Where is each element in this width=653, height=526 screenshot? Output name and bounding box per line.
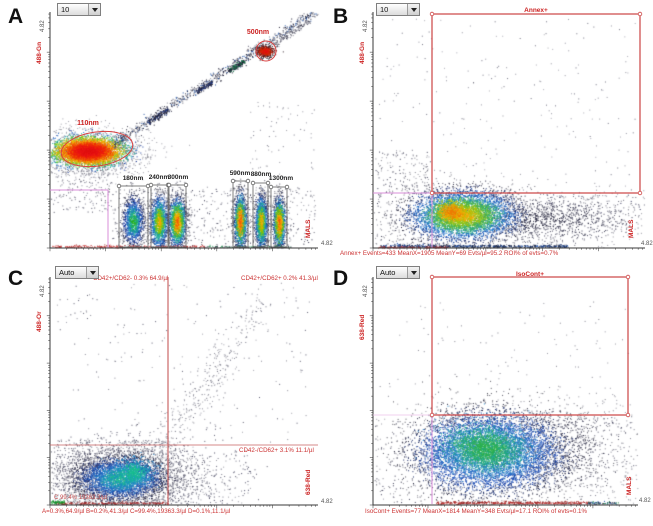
gate-240nm[interactable] xyxy=(150,184,169,248)
gate-880nm-handle[interactable] xyxy=(250,180,256,186)
gate-300nm-handle[interactable] xyxy=(166,182,172,188)
chevron-down-icon[interactable] xyxy=(407,4,419,15)
gate-isocont-positive-handle[interactable] xyxy=(429,412,435,418)
gate-1300nm-handle[interactable] xyxy=(284,184,290,190)
scale-dropdown-value: 10 xyxy=(380,5,389,14)
panel-b-axes xyxy=(372,12,645,249)
scale-dropdown-value: 10 xyxy=(61,5,70,14)
gate-880nm[interactable] xyxy=(252,182,269,248)
gate-500nm-circle[interactable] xyxy=(255,40,277,62)
chevron-down-icon[interactable] xyxy=(407,267,419,278)
chevron-down-icon[interactable] xyxy=(86,267,98,278)
gate-180nm[interactable] xyxy=(118,185,149,248)
gate-annex-positive-handle[interactable] xyxy=(429,190,435,196)
gate-1300nm[interactable] xyxy=(270,186,288,248)
scale-dropdown-c[interactable]: Auto xyxy=(55,266,99,279)
panel-a-axes xyxy=(49,12,318,249)
scale-dropdown-a[interactable]: 10 xyxy=(57,3,101,16)
gate-300nm-handle[interactable] xyxy=(183,182,189,188)
gate-240nm-handle[interactable] xyxy=(148,182,154,188)
panel-d-axes xyxy=(372,277,638,506)
scale-dropdown-value: Auto xyxy=(380,268,396,277)
gate-880nm-handle[interactable] xyxy=(265,180,271,186)
gate-300nm[interactable] xyxy=(168,184,187,248)
scale-dropdown-b[interactable]: 10 xyxy=(376,3,420,16)
gate-isocont-positive[interactable] xyxy=(431,276,629,416)
gate-110nm-ellipse[interactable] xyxy=(59,127,135,171)
gate-1300nm-handle[interactable] xyxy=(268,184,274,190)
gate-annex-positive[interactable] xyxy=(431,13,641,194)
scale-dropdown-value: Auto xyxy=(59,268,75,277)
gate-isocont-positive-handle[interactable] xyxy=(625,274,631,280)
gate-isocont-positive-handle[interactable] xyxy=(625,412,631,418)
scale-dropdown-d[interactable]: Auto xyxy=(376,266,420,279)
gate-590nm-handle[interactable] xyxy=(230,178,236,184)
gate-annex-positive-handle[interactable] xyxy=(637,190,643,196)
gate-annex-positive-handle[interactable] xyxy=(637,11,643,17)
gate-annex-positive-handle[interactable] xyxy=(429,11,435,17)
gate-180nm-handle[interactable] xyxy=(116,183,122,189)
gate-isocont-positive-handle[interactable] xyxy=(429,274,435,280)
panel-c-axes xyxy=(49,277,318,506)
gate-590nm[interactable] xyxy=(232,180,249,248)
gate-590nm-handle[interactable] xyxy=(245,178,251,184)
chevron-down-icon[interactable] xyxy=(88,4,100,15)
